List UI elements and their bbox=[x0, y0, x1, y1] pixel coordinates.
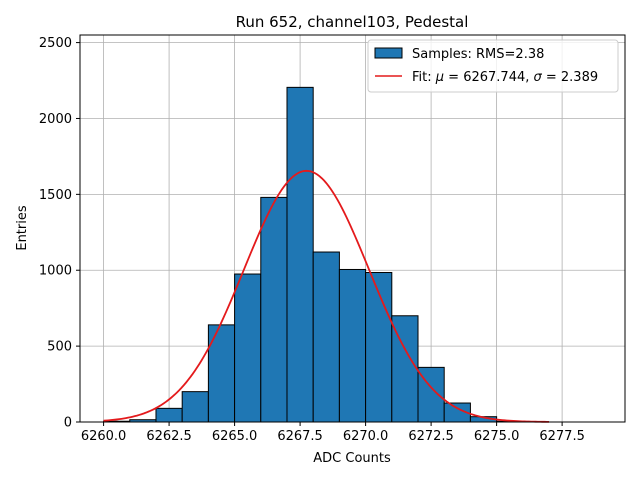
x-tick-label: 6272.5 bbox=[408, 429, 454, 444]
y-axis-ticks: 0 500 1000 1500 2000 2500 bbox=[39, 36, 80, 431]
legend-histogram-swatch bbox=[374, 47, 403, 59]
y-tick-label: 2000 bbox=[39, 112, 72, 127]
histogram-bar bbox=[338, 268, 367, 423]
histogram-bar bbox=[181, 391, 209, 423]
x-tick-label: 6260.0 bbox=[81, 429, 127, 444]
legend-histogram-label: Samples: RMS=2.38 bbox=[412, 47, 544, 62]
y-tick-label: 1500 bbox=[39, 188, 72, 203]
chart-title: Run 652, channel103, Pedestal bbox=[236, 13, 469, 31]
x-tick-label: 6270.0 bbox=[343, 429, 389, 444]
histogram-bar bbox=[365, 272, 393, 423]
histogram-bar bbox=[312, 251, 340, 423]
histogram-bar bbox=[155, 407, 183, 423]
fit-curve bbox=[103, 169, 550, 423]
x-tick-label: 6265.0 bbox=[212, 429, 258, 444]
legend-fit-sigma-value: = 2.389 bbox=[542, 70, 598, 85]
histogram-bar bbox=[286, 86, 314, 423]
legend-fit-mu-symbol: μ bbox=[435, 70, 444, 85]
y-axis-label: Entries bbox=[15, 205, 30, 251]
legend-fit-label: Fit: μ = 6267.744, σ = 2.389 bbox=[412, 70, 598, 85]
y-tick-label: 500 bbox=[47, 340, 72, 355]
histogram-bar bbox=[260, 196, 288, 423]
x-tick-label: 6262.5 bbox=[146, 429, 192, 444]
y-tick-label: 0 bbox=[64, 416, 72, 431]
x-tick-label: 6267.5 bbox=[277, 429, 323, 444]
x-tick-label: 6277.5 bbox=[539, 429, 585, 444]
legend-box bbox=[367, 39, 619, 93]
x-axis-ticks: 6260.0 6262.5 6265.0 6267.5 6270.0 6272.5 6275… bbox=[81, 422, 585, 444]
histogram-bar bbox=[234, 273, 262, 423]
x-tick-label: 6275.0 bbox=[474, 429, 520, 444]
legend-fit-mu-value: = 6267.744, bbox=[444, 70, 533, 85]
y-tick-label: 2500 bbox=[39, 36, 72, 51]
legend-fit-sigma-symbol: σ bbox=[534, 70, 543, 85]
plot-frame bbox=[79, 34, 626, 423]
fit-curve-layer bbox=[103, 169, 550, 423]
x-axis-label: ADC Counts bbox=[313, 451, 391, 466]
histogram-bars bbox=[103, 86, 524, 423]
y-tick-label: 1000 bbox=[39, 264, 72, 279]
legend-fit-prefix: Fit: bbox=[412, 70, 436, 85]
legend: Samples: RMS=2.38 Fit: μ = 6267.744, σ =… bbox=[367, 39, 619, 93]
